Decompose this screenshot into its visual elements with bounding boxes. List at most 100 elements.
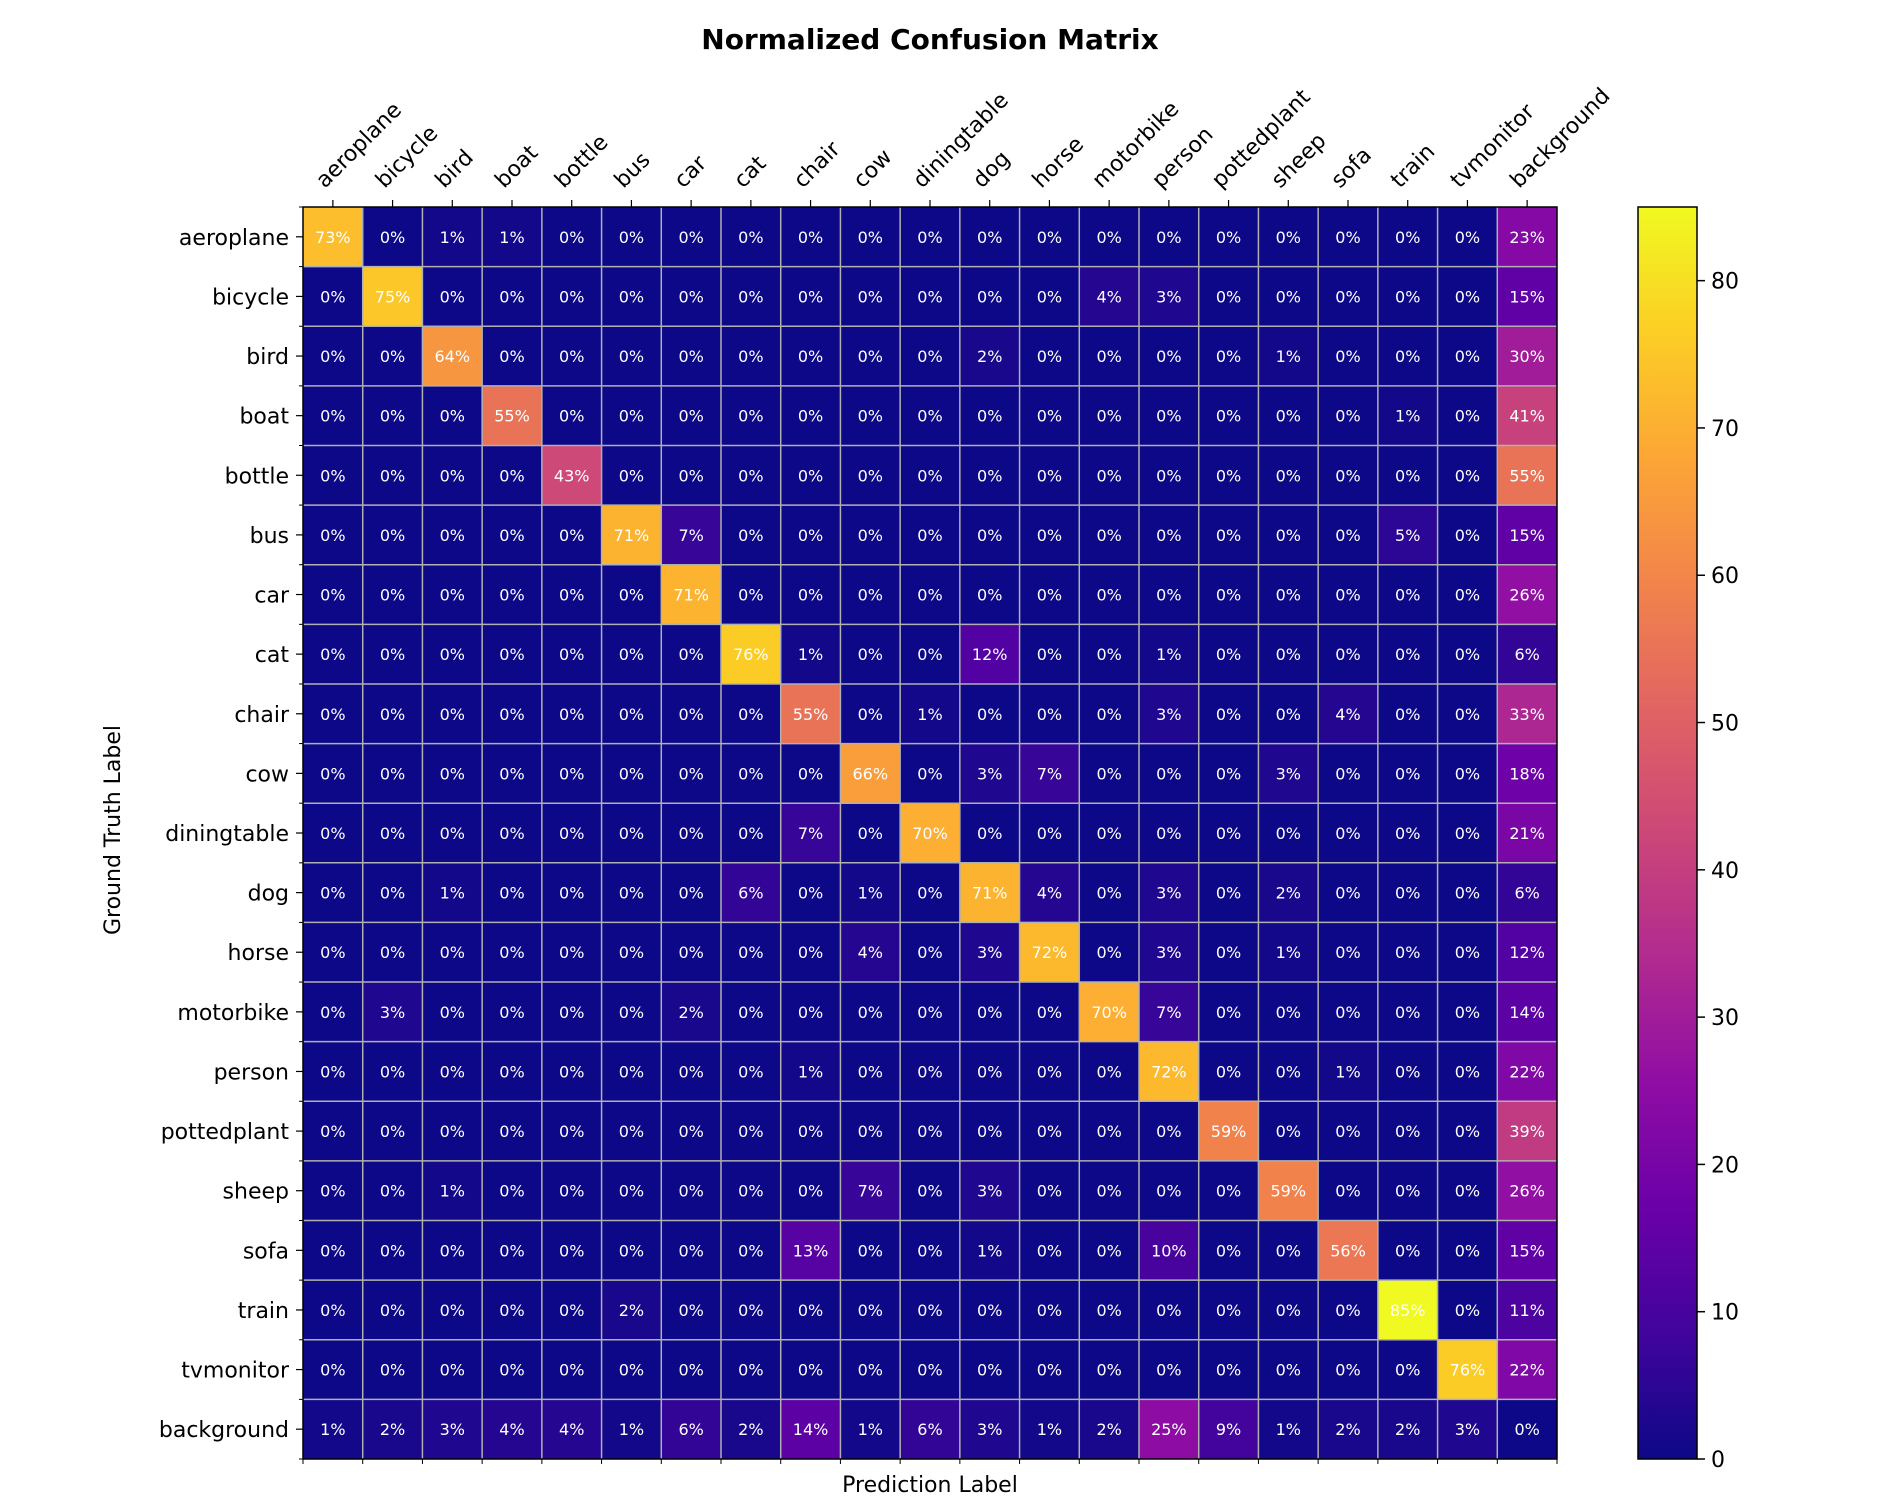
heatmap-cell bbox=[1318, 1280, 1379, 1341]
cell-value-label: 0% bbox=[380, 1361, 405, 1380]
cell-value-label: 0% bbox=[499, 764, 524, 783]
heatmap-cell bbox=[303, 803, 364, 864]
cell-value-label: 0% bbox=[1096, 1361, 1121, 1380]
heatmap-cell bbox=[1258, 207, 1319, 268]
heatmap-cell bbox=[1139, 1041, 1200, 1102]
heatmap-cell bbox=[1258, 803, 1319, 864]
heatmap-cell bbox=[1258, 683, 1319, 745]
heatmap-cell bbox=[780, 743, 841, 804]
cell-value-label: 0% bbox=[1395, 287, 1420, 306]
heatmap-cell bbox=[1019, 1280, 1080, 1341]
cell-value-label: 0% bbox=[559, 1361, 584, 1380]
cell-value-label: 0% bbox=[380, 1241, 405, 1260]
cell-value-label: 0% bbox=[858, 287, 883, 306]
heatmap-cell bbox=[362, 1280, 423, 1341]
heatmap-cell bbox=[900, 922, 961, 983]
heatmap-cell bbox=[1139, 743, 1200, 804]
heatmap-cell bbox=[721, 1280, 782, 1341]
heatmap-cell bbox=[482, 266, 543, 327]
heatmap-cell bbox=[1139, 922, 1200, 983]
heatmap-cell bbox=[422, 922, 483, 983]
heatmap-cell bbox=[1019, 564, 1080, 625]
cell-value-label: 0% bbox=[1216, 884, 1241, 903]
colorbar-tick-label: 70 bbox=[1711, 417, 1739, 442]
heatmap-cell bbox=[1437, 922, 1498, 983]
cell-value-label: 2% bbox=[619, 1301, 644, 1320]
cell-value-label: 0% bbox=[1216, 1003, 1241, 1022]
heatmap-cell bbox=[1079, 1220, 1140, 1281]
heatmap-cell bbox=[780, 445, 841, 506]
plot-frame bbox=[302, 206, 1558, 1460]
heatmap-cell bbox=[840, 1041, 901, 1102]
heatmap-cell bbox=[661, 1399, 722, 1460]
cell-value-label: 0% bbox=[380, 884, 405, 903]
cell-value-label: 0% bbox=[499, 526, 524, 545]
cell-value-label: 3% bbox=[977, 764, 1002, 783]
cell-value-label: 0% bbox=[738, 466, 763, 485]
cell-value-label: 0% bbox=[380, 705, 405, 724]
heatmap-cell bbox=[1377, 1041, 1439, 1102]
heatmap-cell bbox=[1198, 743, 1259, 804]
heatmap-cell bbox=[1497, 266, 1558, 327]
cell-value-label: 0% bbox=[320, 1241, 345, 1260]
cell-value-label: 0% bbox=[1455, 764, 1480, 783]
cell-value-label: 0% bbox=[917, 287, 942, 306]
cell-value-label: 73% bbox=[315, 228, 351, 247]
heatmap-cell bbox=[1258, 564, 1319, 625]
heatmap-cell bbox=[780, 266, 841, 327]
heatmap-cell bbox=[541, 1280, 603, 1341]
heatmap-cell bbox=[1079, 1101, 1140, 1162]
cell-value-label: 0% bbox=[678, 645, 703, 664]
heatmap-cell bbox=[959, 982, 1021, 1043]
heatmap-cell bbox=[1377, 326, 1439, 387]
cell-value-label: 0% bbox=[678, 287, 703, 306]
heatmap-cell bbox=[1377, 683, 1439, 745]
heatmap-cell bbox=[1079, 1041, 1140, 1102]
cell-value-label: 0% bbox=[1096, 586, 1121, 605]
cell-value-label: 0% bbox=[380, 1062, 405, 1081]
heatmap-cell bbox=[840, 564, 901, 625]
heatmap-cell bbox=[362, 1339, 423, 1400]
cell-value-label: 0% bbox=[1037, 1182, 1062, 1201]
heatmap-cell bbox=[1079, 922, 1140, 983]
cell-value-label: 0% bbox=[738, 526, 763, 545]
heatmap-cell bbox=[1497, 1280, 1558, 1341]
cell-value-label: 0% bbox=[380, 645, 405, 664]
heatmap-cell bbox=[1318, 624, 1379, 685]
cell-value-label: 0% bbox=[1216, 407, 1241, 426]
heatmap-cell bbox=[601, 1280, 662, 1341]
heatmap-cell bbox=[661, 982, 722, 1043]
cell-value-label: 3% bbox=[380, 1003, 405, 1022]
heatmap-cell bbox=[303, 683, 364, 745]
heatmap-cell bbox=[959, 207, 1021, 268]
cell-value-label: 0% bbox=[798, 943, 823, 962]
heatmap-cell bbox=[721, 266, 782, 327]
cell-value-label: 1% bbox=[1156, 645, 1181, 664]
cell-value-label: 0% bbox=[559, 1062, 584, 1081]
heatmap-cell bbox=[601, 743, 662, 804]
cell-value-label: 0% bbox=[320, 645, 345, 664]
cell-value-label: 4% bbox=[1335, 705, 1360, 724]
cell-value-label: 0% bbox=[1037, 1122, 1062, 1141]
heatmap-cell bbox=[482, 1160, 543, 1222]
cell-value-label: 0% bbox=[1096, 645, 1121, 664]
heatmap-cell bbox=[541, 445, 603, 506]
colorbar-tick-label: 0 bbox=[1711, 1448, 1725, 1473]
heatmap-cell bbox=[780, 1220, 841, 1281]
cell-value-label: 0% bbox=[977, 705, 1002, 724]
cell-value-label: 0% bbox=[1096, 347, 1121, 366]
cell-value-label: 0% bbox=[440, 824, 465, 843]
heatmap-cell bbox=[1318, 385, 1379, 446]
cell-value-label: 0% bbox=[1335, 586, 1360, 605]
cell-value-label: 0% bbox=[499, 287, 524, 306]
heatmap-cell bbox=[541, 505, 603, 566]
cell-value-label: 15% bbox=[1509, 1241, 1545, 1260]
cell-value-label: 0% bbox=[1276, 407, 1301, 426]
heatmap-cell bbox=[840, 1220, 901, 1281]
cell-value-label: 0% bbox=[798, 764, 823, 783]
cell-value-label: 4% bbox=[1037, 884, 1062, 903]
heatmap-cell bbox=[1497, 1041, 1558, 1102]
heatmap-cell bbox=[1019, 326, 1080, 387]
cell-value-label: 0% bbox=[1037, 586, 1062, 605]
heatmap-cell bbox=[601, 266, 662, 327]
